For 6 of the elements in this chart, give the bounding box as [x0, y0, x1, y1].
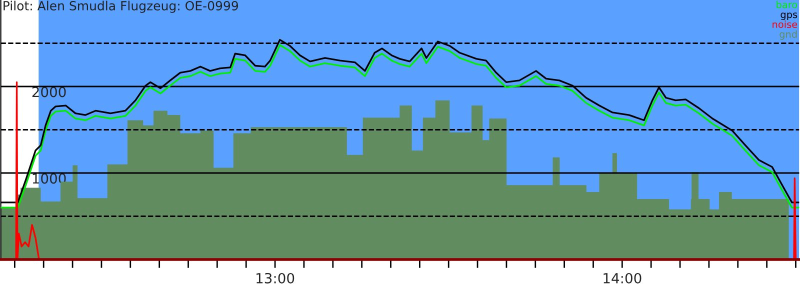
- x-tick-label: 14:00: [604, 272, 642, 284]
- x-tick-label: 13:00: [256, 272, 294, 284]
- text: baro: [776, 0, 798, 8]
- text: noise: [772, 20, 798, 28]
- text: gnd: [780, 30, 797, 40]
- text: gps: [780, 12, 798, 20]
